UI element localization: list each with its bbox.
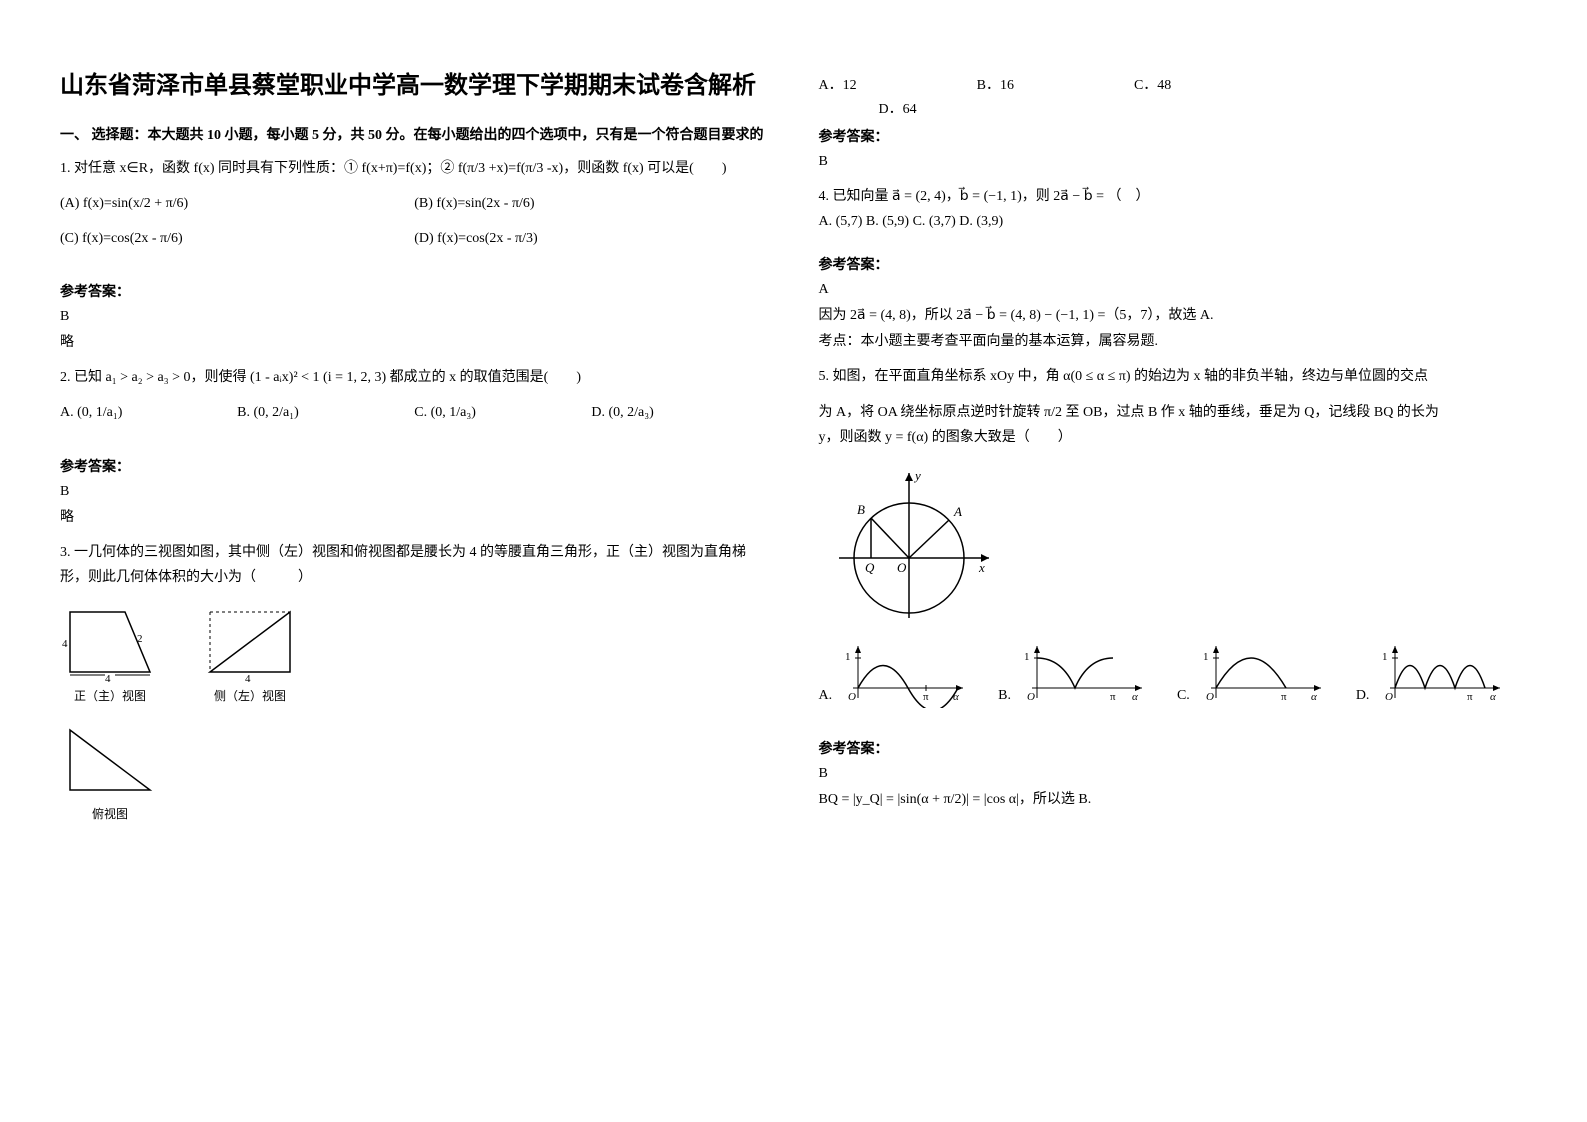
- q1-answer: B: [60, 309, 769, 325]
- q3-opt-b: B．16: [977, 74, 1014, 94]
- question-4: 4. 已知向量 a⃗ = (2, 4)，b⃗ = (−1, 1)，则 2a⃗ −…: [819, 184, 1528, 234]
- q2-opt-b: B. (0, 2/a₁): [237, 400, 414, 425]
- q2-opt-c: C. (0, 1/a₃): [414, 400, 591, 425]
- svg-text:π: π: [1281, 691, 1287, 703]
- q5-graph-c-icon: 1 O π α: [1196, 638, 1326, 708]
- q5-answer: B: [819, 766, 1528, 782]
- q1-answer-label: 参考答案：: [60, 281, 769, 301]
- question-1: 1. 对任意 x∈R，函数 f(x) 同时具有下列性质：① f(x+π)=f(x…: [60, 156, 769, 262]
- q2-options: A. (0, 1/a₁) B. (0, 2/a₁) C. (0, 1/a₃) D…: [60, 400, 769, 425]
- section-title: 一、 选择题：本大题共 10 小题，每小题 5 分，共 50 分。在每小题给出的…: [60, 124, 769, 144]
- q5-opt-c-graph: C. 1 O π α: [1177, 638, 1326, 708]
- q5-opt-d-graph: D. 1 O π α: [1356, 638, 1506, 708]
- q5-opt-a-graph: A. 1 O π α: [819, 638, 969, 708]
- q3-opt-a: A．12: [819, 74, 857, 94]
- q4-text: 4. 已知向量 a⃗ = (2, 4)，b⃗ = (−1, 1)，则 2a⃗ −…: [819, 184, 1528, 209]
- q5-opt-b-label: B.: [998, 683, 1011, 708]
- q5-graph-b-icon: 1 O π α: [1017, 638, 1147, 708]
- q3-text: 3. 一几何体的三视图如图，其中侧（左）视图和俯视图都是腰长为 4 的等腰直角三…: [60, 540, 769, 590]
- q3-answer-label: 参考答案：: [819, 126, 1528, 146]
- q2-opt-d: D. (0, 2/a₃): [591, 400, 768, 425]
- q3-fig3-label: 俯视图: [92, 804, 128, 826]
- q5-opt-b-graph: B. 1 O π α: [998, 638, 1147, 708]
- q5-graph-options: A. 1 O π α B.: [819, 638, 1528, 708]
- q4-opts: A. (5,7) B. (5,9) C. (3,7) D. (3,9): [819, 209, 1528, 234]
- svg-text:O: O: [848, 691, 856, 703]
- q3-figures-row2: 俯视图: [60, 720, 769, 826]
- q1-brief: 略: [60, 331, 769, 351]
- svg-text:π: π: [1110, 691, 1116, 703]
- q4-answer: A: [819, 282, 1528, 298]
- q1-opt-d: (D) f(x)=cos(2x - π/3): [414, 226, 768, 251]
- svg-text:α: α: [1311, 691, 1317, 703]
- svg-text:1: 1: [1382, 651, 1388, 663]
- q5-text2: 为 A，将 OA 绕坐标原点逆时针旋转 π/2 至 OB，过点 B 作 x 轴的…: [819, 400, 1528, 425]
- q3-figures-row1: 4 4 2 正（主）视图 4 侧（左）视图: [60, 602, 769, 708]
- q5-opt-d-label: D.: [1356, 683, 1370, 708]
- svg-text:α: α: [1132, 691, 1138, 703]
- q3-top-view: 俯视图: [60, 720, 160, 826]
- front-view-icon: 4 4 2: [60, 602, 160, 682]
- question-3: 3. 一几何体的三视图如图，其中侧（左）视图和俯视图都是腰长为 4 的等腰直角三…: [60, 540, 769, 838]
- side-view-icon: 4: [200, 602, 300, 682]
- q1-options-row2: (C) f(x)=cos(2x - π/6) (D) f(x)=cos(2x -…: [60, 226, 769, 251]
- q1-text: 1. 对任意 x∈R，函数 f(x) 同时具有下列性质：① f(x+π)=f(x…: [60, 156, 769, 181]
- svg-text:4: 4: [62, 638, 68, 650]
- svg-text:1: 1: [1203, 651, 1209, 663]
- svg-text:π: π: [1467, 691, 1473, 703]
- svg-text:α: α: [953, 691, 959, 703]
- q5-opt-c-label: C.: [1177, 683, 1190, 708]
- q5-text1: 5. 如图，在平面直角坐标系 xOy 中，角 α(0 ≤ α ≤ π) 的始边为…: [819, 364, 1528, 389]
- q3-front-view: 4 4 2 正（主）视图: [60, 602, 160, 708]
- q5-answer-label: 参考答案：: [819, 738, 1528, 758]
- q4-expl2: 考点：本小题主要考查平面向量的基本运算，属容易题.: [819, 330, 1528, 350]
- q5-graph-d-icon: 1 O π α: [1375, 638, 1505, 708]
- q5-opt-a-label: A.: [819, 683, 833, 708]
- q3-side-view: 4 侧（左）视图: [200, 602, 300, 708]
- q3-opt-c: C．48: [1134, 74, 1171, 94]
- q2-text: 2. 已知 a₁ > a₂ > a₃ > 0，则使得 (1 - aᵢx)² < …: [60, 365, 769, 390]
- page-title: 山东省菏泽市单县蔡堂职业中学高一数学理下学期期末试卷含解析: [60, 70, 769, 104]
- right-column: A．12 B．16 C．48 D．64 参考答案： B 4. 已知向量 a⃗ =…: [819, 70, 1528, 1052]
- svg-text:2: 2: [137, 633, 143, 645]
- svg-text:Q: Q: [865, 560, 875, 575]
- question-5: 5. 如图，在平面直角坐标系 xOy 中，角 α(0 ≤ α ≤ π) 的始边为…: [819, 364, 1528, 718]
- svg-text:x: x: [978, 560, 985, 575]
- svg-text:O: O: [1027, 691, 1035, 703]
- svg-text:B: B: [857, 502, 865, 517]
- q1-options-row1: (A) f(x)=sin(x/2 + π/6) (B) f(x)=sin(2x …: [60, 191, 769, 216]
- q4-answer-label: 参考答案：: [819, 254, 1528, 274]
- svg-text:A: A: [953, 504, 962, 519]
- q2-brief: 略: [60, 506, 769, 526]
- q3-answer: B: [819, 154, 1528, 170]
- svg-text:y: y: [913, 468, 921, 483]
- q4-expl1: 因为 2a⃗ = (4, 8)，所以 2a⃗ − b⃗ = (4, 8) − (…: [819, 304, 1528, 324]
- svg-text:4: 4: [105, 673, 111, 682]
- svg-text:4: 4: [245, 673, 251, 682]
- question-2: 2. 已知 a₁ > a₂ > a₃ > 0，则使得 (1 - aᵢx)² < …: [60, 365, 769, 435]
- q2-opt-a: A. (0, 1/a₁): [60, 400, 237, 425]
- left-column: 山东省菏泽市单县蔡堂职业中学高一数学理下学期期末试卷含解析 一、 选择题：本大题…: [60, 70, 769, 1052]
- svg-text:α: α: [1490, 691, 1496, 703]
- q3-options: A．12 B．16 C．48: [819, 74, 1528, 94]
- svg-text:O: O: [1206, 691, 1214, 703]
- q5-expl: BQ = |y_Q| = |sin(α + π/2)| = |cos α|，所以…: [819, 788, 1528, 808]
- q1-opt-a: (A) f(x)=sin(x/2 + π/6): [60, 191, 414, 216]
- q1-opt-c: (C) f(x)=cos(2x - π/6): [60, 226, 414, 251]
- svg-text:O: O: [1385, 691, 1393, 703]
- q5-graph-a-icon: 1 O π α: [838, 638, 968, 708]
- top-view-icon: [60, 720, 160, 800]
- q5-unit-circle-icon: A B Q O x y: [819, 458, 999, 628]
- q2-answer-label: 参考答案：: [60, 456, 769, 476]
- q3-fig2-label: 侧（左）视图: [214, 686, 286, 708]
- q1-opt-b: (B) f(x)=sin(2x - π/6): [414, 191, 768, 216]
- q2-answer: B: [60, 484, 769, 500]
- svg-text:1: 1: [845, 651, 851, 663]
- svg-text:π: π: [923, 691, 929, 703]
- svg-text:1: 1: [1024, 651, 1030, 663]
- q5-text3: y，则函数 y = f(α) 的图象大致是（ ）: [819, 425, 1528, 450]
- q3-fig1-label: 正（主）视图: [74, 686, 146, 708]
- q3-opt-d: D．64: [879, 98, 1528, 118]
- svg-text:O: O: [897, 560, 907, 575]
